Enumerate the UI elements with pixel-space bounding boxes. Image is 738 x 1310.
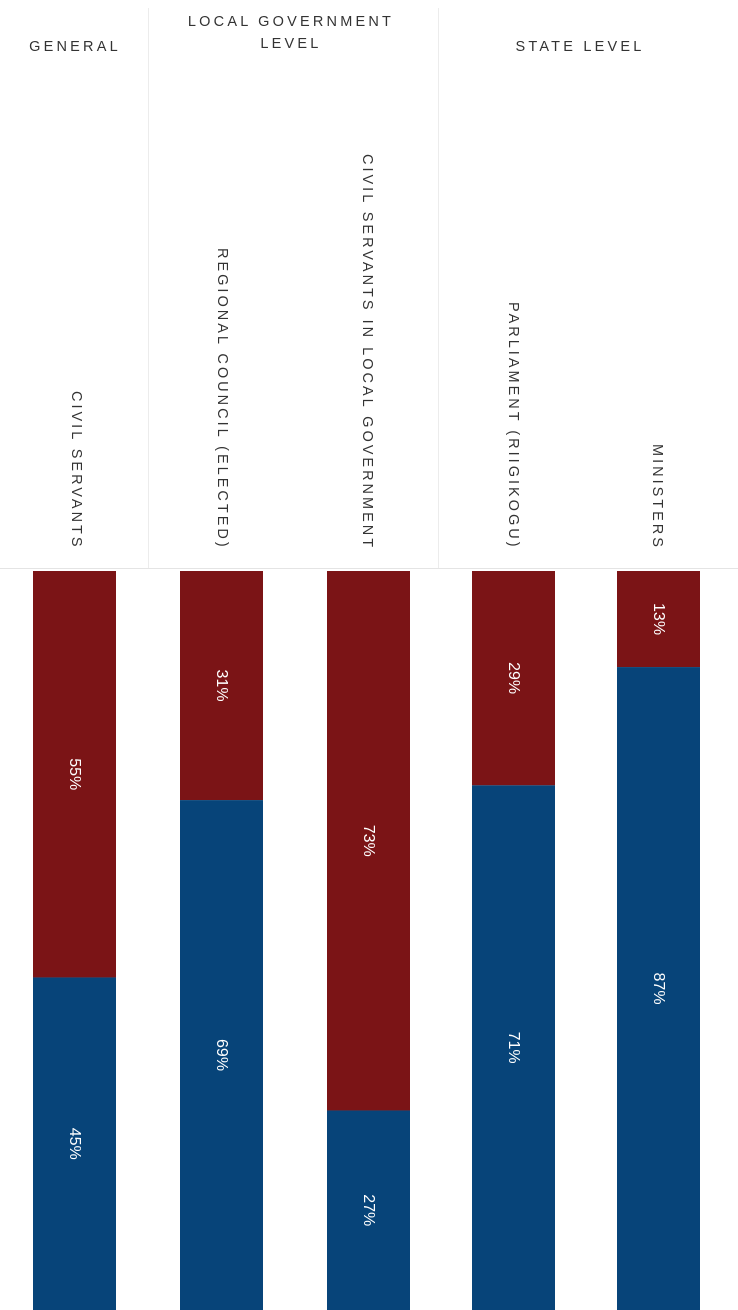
group-separator bbox=[438, 8, 439, 568]
bar-segment-top-4 bbox=[472, 571, 555, 786]
bar-segment-top-3 bbox=[327, 571, 410, 1111]
data-label-top-3: 73% bbox=[360, 825, 377, 857]
data-label-top-5: 13% bbox=[650, 603, 667, 635]
group-header-local-government: LOCAL GOVERNMENT LEVEL bbox=[187, 14, 395, 52]
category-label-civil-servants: CIVIL SERVANTS bbox=[68, 391, 84, 550]
data-label-top-4: 29% bbox=[505, 662, 522, 694]
bar-segment-bottom-4 bbox=[472, 785, 555, 1310]
data-label-bottom-3: 27% bbox=[360, 1194, 377, 1226]
group-header-state-level: STATE LEVEL bbox=[515, 39, 645, 55]
group-header-general: GENERAL bbox=[29, 39, 121, 55]
bar-segment-bottom-5 bbox=[617, 667, 700, 1310]
bar-segment-top-5 bbox=[617, 571, 700, 668]
label-baseline bbox=[0, 568, 738, 569]
category-label-ministers: MINISTERS bbox=[649, 444, 665, 550]
data-label-top-1: 55% bbox=[66, 758, 83, 790]
data-label-bottom-2: 69% bbox=[213, 1039, 230, 1071]
category-label-parliament: PARLIAMENT (RIIGIKOGU) bbox=[505, 302, 521, 550]
bar-segment-bottom-2 bbox=[180, 800, 263, 1310]
category-label-regional-council: REGIONAL COUNCIL (ELECTED) bbox=[214, 248, 230, 550]
data-label-top-2: 31% bbox=[213, 670, 230, 702]
bar-segment-bottom-3 bbox=[327, 1110, 410, 1310]
bar-segment-top-2 bbox=[180, 571, 263, 801]
group-separator bbox=[148, 8, 149, 568]
data-label-bottom-4: 71% bbox=[505, 1032, 522, 1064]
category-label-civil-servants-local-government: CIVIL SERVANTS IN LOCAL GOVERNMENT bbox=[359, 153, 375, 550]
data-label-bottom-1: 45% bbox=[66, 1128, 83, 1160]
bar-segment-top-1 bbox=[33, 571, 116, 978]
bar-segment-bottom-1 bbox=[33, 977, 116, 1310]
data-label-bottom-5: 87% bbox=[650, 973, 667, 1005]
